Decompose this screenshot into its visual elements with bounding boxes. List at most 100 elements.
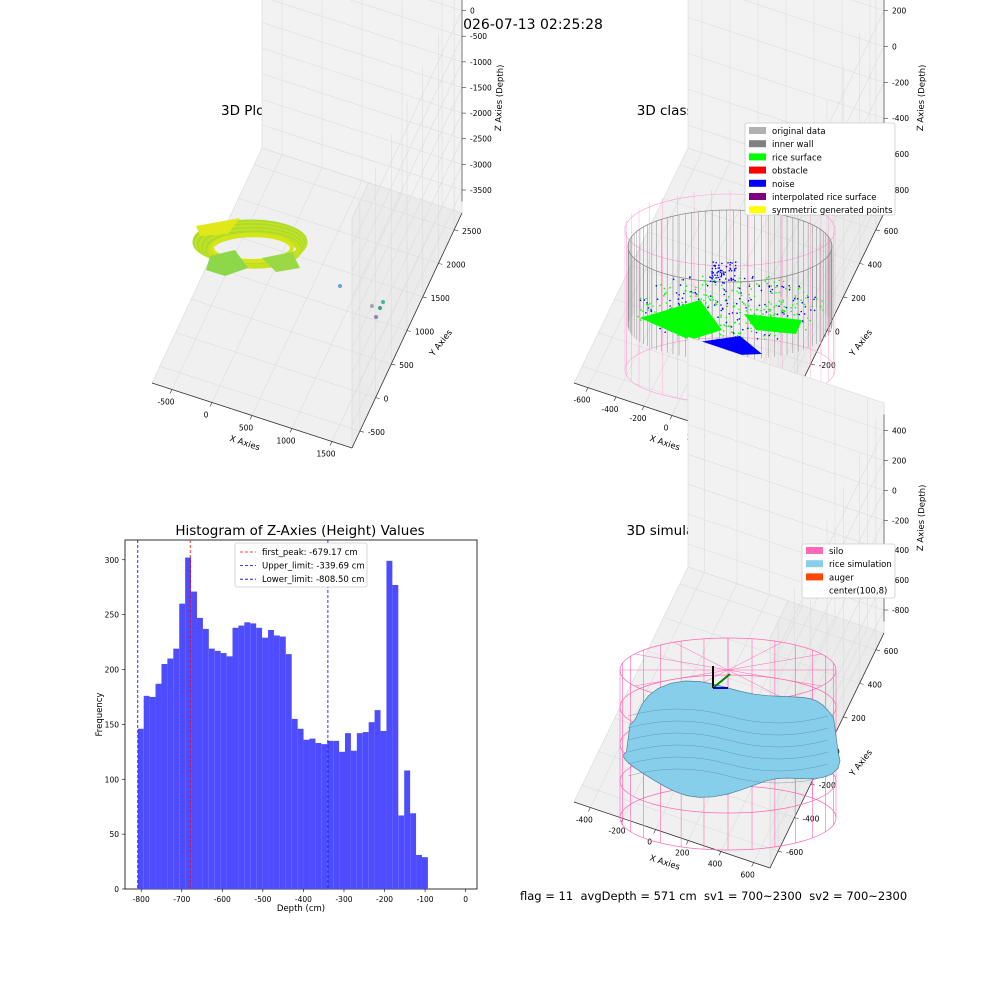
z-tick-label: -200 xyxy=(892,516,909,525)
classified-point xyxy=(685,285,688,287)
histogram-bar xyxy=(143,695,150,889)
y-tick xyxy=(391,363,396,366)
classified-point xyxy=(763,338,766,340)
classified-point xyxy=(656,298,659,301)
x-tick xyxy=(169,389,173,394)
classified-point xyxy=(732,332,735,334)
y-tick-label: -600 xyxy=(786,848,803,857)
classified-point xyxy=(655,285,658,287)
classified-point xyxy=(727,325,730,328)
x-tick xyxy=(653,829,656,834)
classified-point xyxy=(773,334,776,337)
classified-point xyxy=(662,295,665,297)
classified-point xyxy=(769,314,771,316)
grid-line xyxy=(351,87,463,323)
classified-point xyxy=(703,294,705,296)
noise-point xyxy=(725,278,727,280)
classified-point xyxy=(722,335,724,337)
classified-point xyxy=(716,301,719,303)
noise-point xyxy=(722,271,725,273)
y-tick-label: -500 xyxy=(368,428,385,437)
classified-point xyxy=(713,304,716,306)
y-tick xyxy=(778,850,783,853)
noise-point xyxy=(730,277,732,280)
raw-surface-patch xyxy=(262,252,300,272)
grid-line xyxy=(687,17,885,83)
x-tick xyxy=(588,807,591,812)
histogram-bar xyxy=(232,627,239,889)
classified-point xyxy=(792,299,795,302)
grid-line xyxy=(687,364,885,431)
rice-simulation-surface xyxy=(623,680,841,798)
classify-legend: original data inner wall rice surface obsta… xyxy=(744,122,896,216)
y-tick xyxy=(826,330,832,332)
classified-point xyxy=(768,286,771,288)
x-tick-label: -200 xyxy=(608,827,625,836)
grid-line xyxy=(222,231,423,298)
classified-point xyxy=(756,309,759,311)
x-tick xyxy=(289,428,293,433)
legend-swatch xyxy=(806,560,823,568)
classified-point xyxy=(821,300,823,302)
legend-frame xyxy=(234,542,368,588)
noise-point xyxy=(711,270,713,273)
classified-point xyxy=(725,316,728,319)
histogram-bar xyxy=(339,751,345,889)
legend-swatch xyxy=(806,547,823,554)
x-tick xyxy=(751,862,754,867)
classified-point xyxy=(750,288,752,290)
noise-point xyxy=(733,275,736,277)
x-tick xyxy=(613,396,617,402)
classified-point xyxy=(781,309,784,311)
x-tick xyxy=(669,415,673,420)
legend-label: auger xyxy=(829,573,854,583)
classified-point xyxy=(747,300,750,302)
classified-point xyxy=(672,278,675,281)
classified-point xyxy=(750,330,753,333)
classified-point xyxy=(792,304,794,306)
x-tick-label: -300 xyxy=(335,895,352,904)
grid-line xyxy=(175,332,376,398)
y-tick-label: 100 xyxy=(105,775,120,784)
y-tick-label: 0 xyxy=(384,395,389,404)
classified-point xyxy=(720,316,722,318)
grid-line xyxy=(261,73,463,140)
y-tick-label: 0 xyxy=(835,328,840,337)
x-tick-label: -700 xyxy=(173,895,190,904)
x-tick xyxy=(686,840,689,845)
silo-roof-line xyxy=(673,642,729,671)
histogram-bar xyxy=(256,627,263,889)
grid-line xyxy=(679,583,876,651)
classified-point xyxy=(797,298,799,300)
legend-label: rice surface xyxy=(772,153,822,163)
grid-line xyxy=(663,617,860,684)
classified-point xyxy=(775,292,777,294)
classified-point xyxy=(737,286,739,289)
classified-point xyxy=(745,307,747,309)
legend-label: inner wall xyxy=(772,140,813,150)
classified-point xyxy=(760,289,763,292)
classified-point xyxy=(790,310,792,313)
legend-label: Upper_limit: -339.69 cm xyxy=(262,562,365,572)
y-tick-label: 400 xyxy=(868,680,883,689)
classified-point xyxy=(745,310,748,312)
classified-point xyxy=(745,322,747,324)
classified-point xyxy=(737,332,740,335)
histogram-bar xyxy=(404,770,411,889)
grid-line xyxy=(351,10,463,246)
noise-point xyxy=(720,274,723,277)
classified-point xyxy=(763,308,765,311)
histogram-bar xyxy=(380,730,387,889)
noise-point xyxy=(712,276,714,278)
classified-point xyxy=(681,301,683,304)
histogram-title: Histogram of Z-Axies (Height) Values xyxy=(175,523,425,539)
classified-point xyxy=(789,287,791,289)
histogram-bar xyxy=(196,617,203,889)
noise-point xyxy=(717,276,719,279)
classified-point xyxy=(758,285,760,288)
y-tick-label: 0 xyxy=(114,885,119,894)
simulation-legend: silo rice simulation auger center(100,8) xyxy=(801,543,896,599)
z-tick-label: -3000 xyxy=(470,160,492,169)
grid-line xyxy=(270,0,463,63)
classified-point xyxy=(769,333,772,335)
